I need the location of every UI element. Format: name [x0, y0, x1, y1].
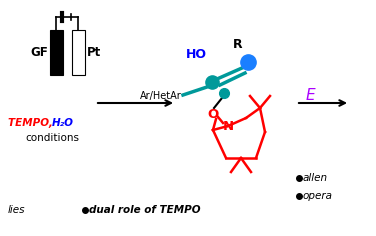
Text: dual role of TEMPO: dual role of TEMPO: [89, 205, 201, 215]
Text: O: O: [208, 108, 218, 121]
Text: opera: opera: [303, 191, 333, 201]
Bar: [50, 30, 63, 75]
Text: TEMPO,: TEMPO,: [8, 118, 56, 128]
Text: E: E: [305, 88, 315, 102]
Text: lies: lies: [8, 205, 26, 215]
Text: HO: HO: [185, 47, 206, 60]
Text: Ar/HetAr: Ar/HetAr: [140, 91, 182, 101]
Text: GF: GF: [30, 46, 48, 59]
Text: allen: allen: [303, 173, 328, 183]
Text: Pt: Pt: [87, 46, 101, 59]
Text: R: R: [233, 38, 243, 51]
Text: N: N: [223, 119, 233, 132]
Text: conditions: conditions: [25, 133, 79, 143]
Bar: [72, 30, 85, 75]
Text: H₂O: H₂O: [52, 118, 74, 128]
